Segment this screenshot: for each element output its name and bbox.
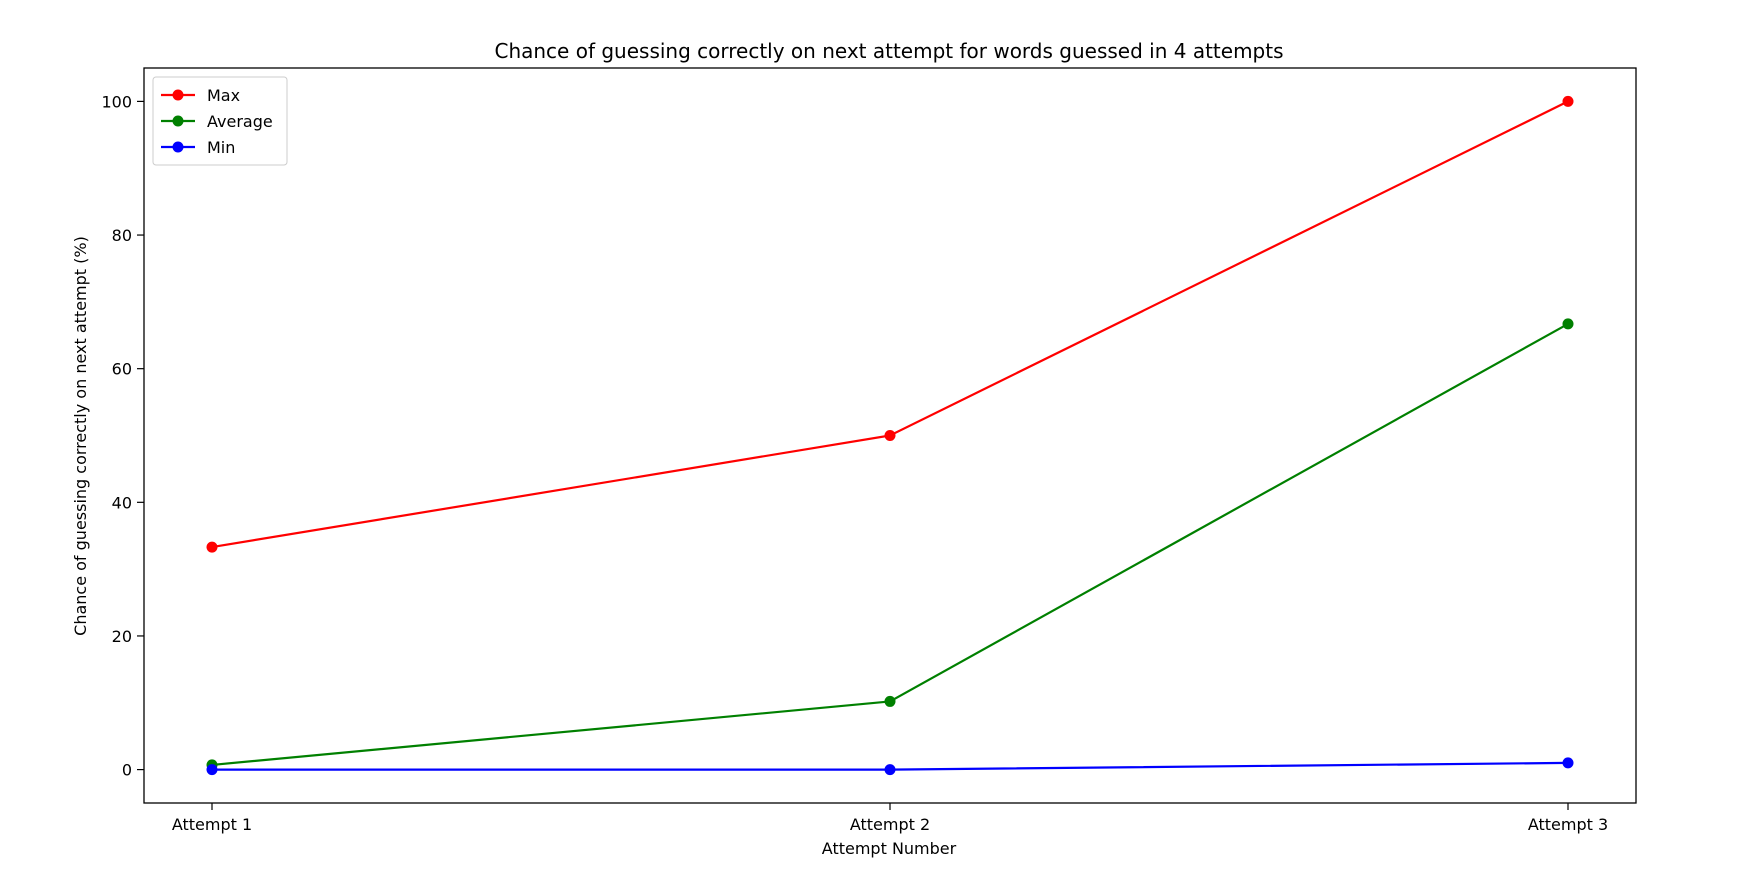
data-point-min	[206, 764, 218, 776]
legend-marker-min	[172, 141, 184, 153]
data-point-max	[206, 541, 218, 553]
data-point-min	[884, 764, 896, 776]
y-axis-label: Chance of guessing correctly on next att…	[71, 236, 90, 636]
legend-marker-average	[172, 115, 184, 127]
data-point-min	[1562, 757, 1574, 769]
data-point-average	[1562, 318, 1574, 330]
chart-title: Chance of guessing correctly on next att…	[494, 39, 1283, 63]
y-tick-label: 100	[101, 92, 132, 111]
y-tick-label: 40	[112, 493, 132, 512]
legend-label-average: Average	[207, 112, 273, 131]
data-point-average	[884, 695, 896, 707]
y-tick-label: 60	[112, 360, 132, 379]
y-tick-label: 80	[112, 226, 132, 245]
data-point-max	[1562, 95, 1574, 107]
x-tick-label: Attempt 1	[172, 815, 252, 834]
x-axis-label: Attempt Number	[822, 839, 957, 858]
y-tick-label: 0	[122, 761, 132, 780]
plot-area: 0 20 40 60 80 100 Attempt 1 Attempt 2 Attempt 3 M…	[101, 67, 1637, 834]
x-tick-label: Attempt 3	[1528, 815, 1608, 834]
y-tick-label: 20	[112, 627, 132, 646]
x-tick-label: Attempt 2	[850, 815, 930, 834]
legend-label-max: Max	[207, 86, 240, 105]
data-point-max	[884, 430, 896, 441]
legend-marker-max	[172, 89, 184, 101]
legend-box	[152, 76, 288, 166]
legend-label-min: Min	[207, 138, 235, 157]
